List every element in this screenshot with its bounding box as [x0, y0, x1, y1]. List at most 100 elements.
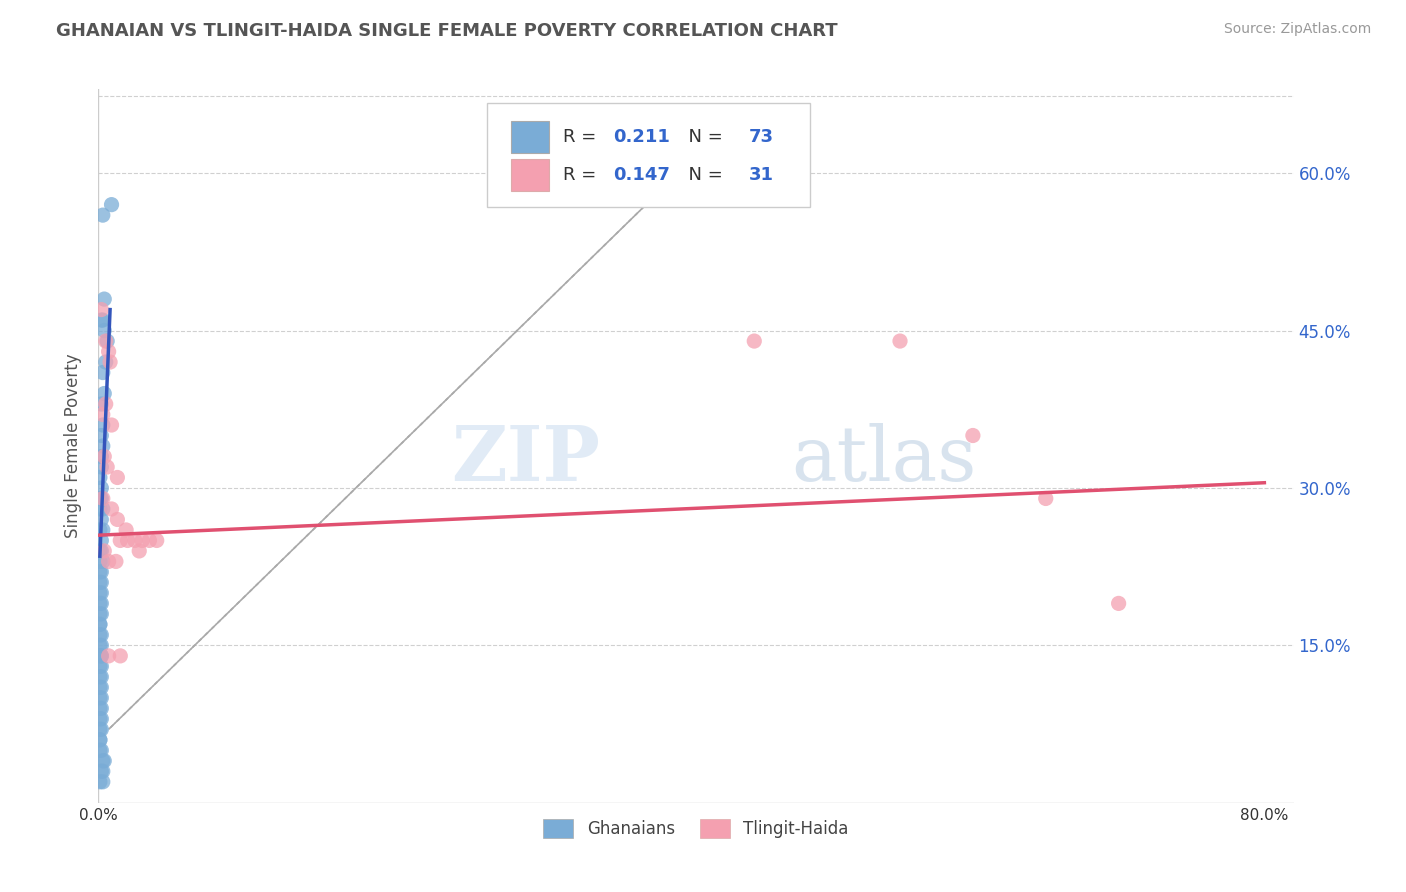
Point	[89, 586, 111, 600]
Point	[89, 523, 111, 537]
Point	[94, 397, 117, 411]
Point	[91, 502, 114, 516]
Point	[90, 575, 112, 590]
Point	[93, 324, 115, 338]
Point	[90, 313, 112, 327]
Point	[90, 648, 112, 663]
Point	[91, 754, 114, 768]
Point	[90, 586, 112, 600]
Point	[89, 659, 111, 673]
Text: Source: ZipAtlas.com: Source: ZipAtlas.com	[1223, 22, 1371, 37]
Text: atlas: atlas	[792, 424, 977, 497]
Point	[91, 523, 114, 537]
Point	[90, 670, 112, 684]
Point	[90, 639, 112, 653]
Point	[90, 723, 112, 737]
Point	[90, 596, 112, 610]
Point	[117, 533, 139, 548]
Point	[115, 523, 138, 537]
Point	[89, 544, 111, 558]
Point	[91, 491, 114, 506]
Point	[110, 533, 132, 548]
Point	[91, 208, 114, 222]
Point	[89, 491, 111, 506]
Point	[89, 617, 111, 632]
Point	[131, 533, 153, 548]
Point	[91, 366, 114, 380]
Point	[89, 554, 111, 568]
Point	[90, 607, 112, 621]
Point	[93, 450, 115, 464]
Point	[89, 648, 111, 663]
Point	[89, 470, 111, 484]
Point	[742, 334, 765, 348]
Point	[100, 417, 122, 432]
FancyBboxPatch shape	[486, 103, 810, 207]
Point	[105, 470, 128, 484]
Point	[89, 628, 111, 642]
FancyBboxPatch shape	[510, 121, 548, 153]
Text: 31: 31	[748, 166, 773, 184]
Point	[89, 502, 111, 516]
Point	[90, 743, 112, 757]
Point	[89, 670, 111, 684]
Legend: Ghanaians, Tlingit-Haida: Ghanaians, Tlingit-Haida	[537, 812, 855, 845]
Point	[89, 639, 111, 653]
Point	[128, 544, 150, 558]
Point	[93, 386, 115, 401]
Point	[91, 439, 114, 453]
Point	[145, 533, 167, 548]
Point	[90, 565, 112, 579]
Point	[90, 690, 112, 705]
Point	[962, 428, 984, 442]
Point	[89, 732, 111, 747]
Point	[97, 554, 120, 568]
Point	[91, 764, 114, 779]
Point	[89, 723, 111, 737]
Point	[91, 417, 114, 432]
Text: R =: R =	[564, 166, 602, 184]
Point	[89, 712, 111, 726]
Point	[91, 554, 114, 568]
Point	[89, 774, 111, 789]
Point	[93, 754, 115, 768]
Point	[90, 533, 112, 548]
Point	[90, 764, 112, 779]
Text: GHANAIAN VS TLINGIT-HAIDA SINGLE FEMALE POVERTY CORRELATION CHART: GHANAIAN VS TLINGIT-HAIDA SINGLE FEMALE …	[56, 22, 838, 40]
Point	[96, 460, 118, 475]
Point	[110, 648, 132, 663]
Point	[97, 344, 120, 359]
Point	[91, 408, 114, 422]
FancyBboxPatch shape	[510, 159, 548, 191]
Text: ZIP: ZIP	[451, 424, 600, 497]
Point	[97, 648, 120, 663]
Point	[90, 628, 112, 642]
Point	[889, 334, 911, 348]
Point	[94, 355, 117, 369]
Point	[90, 512, 112, 526]
Point	[89, 617, 111, 632]
Text: 0.211: 0.211	[613, 128, 671, 146]
Point	[90, 712, 112, 726]
Point	[90, 648, 112, 663]
Point	[89, 732, 111, 747]
Point	[90, 450, 112, 464]
Text: 0.147: 0.147	[613, 166, 671, 184]
Point	[89, 575, 111, 590]
Point	[90, 481, 112, 495]
Point	[93, 544, 115, 558]
Point	[1108, 596, 1130, 610]
Point	[104, 554, 127, 568]
Point	[124, 533, 146, 548]
Point	[89, 701, 111, 715]
Point	[96, 334, 118, 348]
Point	[91, 313, 114, 327]
Point	[90, 302, 112, 317]
Point	[90, 491, 112, 506]
Point	[94, 334, 117, 348]
Point	[90, 397, 112, 411]
Point	[90, 659, 112, 673]
Point	[89, 565, 111, 579]
Point	[100, 197, 122, 211]
Y-axis label: Single Female Poverty: Single Female Poverty	[65, 354, 83, 538]
